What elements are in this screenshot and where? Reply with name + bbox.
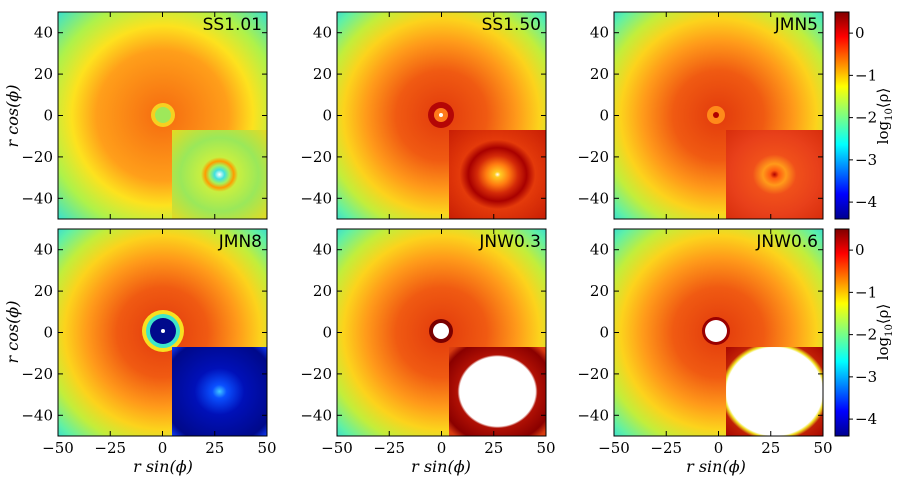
y-tick-label: −40 [21, 189, 53, 207]
y-tick-label: −40 [21, 406, 53, 424]
x-tick-label: 25 [761, 439, 780, 457]
x-tick-label: 0 [714, 439, 724, 457]
y-axis-label: r cos(ϕ) [3, 301, 22, 364]
core-inner [713, 112, 719, 118]
y-tick-label: 0 [322, 107, 332, 125]
y-tick-label: −40 [300, 406, 332, 424]
colorbar-tick-label: −3 [855, 368, 877, 386]
panel-label: SS1.01 [203, 15, 262, 35]
x-tick-label: −25 [94, 439, 126, 457]
y-tick-label: −40 [577, 406, 609, 424]
y-tick-label: 20 [34, 65, 53, 83]
colorbar-tick-label: 0 [855, 24, 865, 42]
x-tick-label: 25 [484, 439, 503, 457]
inset-zoom [726, 347, 823, 436]
panel-jmn8: JMN8 [57, 228, 268, 437]
y-tick-label: −40 [577, 189, 609, 207]
panel-jnw06: JNW0.6 [613, 228, 824, 437]
colorbar-tick-label: −2 [855, 109, 877, 127]
y-tick-label: 40 [313, 24, 332, 42]
x-tick-label: 25 [205, 439, 224, 457]
y-tick-label: 0 [43, 324, 53, 342]
x-tick-label: 0 [437, 439, 447, 457]
y-tick-label: 40 [590, 24, 609, 42]
y-tick-label: −20 [21, 148, 53, 166]
y-tick-label: 40 [590, 241, 609, 259]
x-axis-label: r sin(ϕ) [411, 457, 471, 476]
colorbar-gradient [834, 228, 850, 437]
y-axis-label: r cos(ϕ) [3, 85, 22, 148]
core-hole [433, 323, 449, 339]
y-tick-label: 20 [313, 282, 332, 300]
y-tick-label: −20 [300, 365, 332, 383]
colorbar-tick-label: −4 [855, 193, 877, 211]
inset-zoom [172, 130, 267, 219]
core-hole [705, 320, 727, 342]
x-tick-label: 50 [257, 439, 276, 457]
colorbar-tick-label: −2 [855, 326, 877, 344]
y-tick-label: −20 [577, 365, 609, 383]
y-tick-label: 20 [590, 65, 609, 83]
panel-label: SS1.50 [482, 15, 541, 35]
y-tick-label: −40 [300, 189, 332, 207]
x-tick-label: −50 [321, 439, 353, 457]
core-center [161, 329, 165, 333]
colorbar-gradient [834, 11, 850, 220]
y-tick-label: 40 [34, 24, 53, 42]
panel-jmn5: JMN5 [613, 11, 824, 220]
colorbar-tick-label: −1 [855, 66, 877, 84]
y-tick-label: 0 [599, 324, 609, 342]
panel-label: JNW0.6 [755, 232, 818, 252]
x-tick-label: 50 [536, 439, 555, 457]
panel-ss101: SS1.01 [57, 11, 268, 220]
y-tick-label: 20 [313, 65, 332, 83]
inset-zoom [449, 130, 546, 219]
panel-label: JMN8 [218, 232, 262, 252]
y-tick-label: 40 [313, 241, 332, 259]
colorbar-tick-label: −1 [855, 283, 877, 301]
y-tick-label: 0 [599, 107, 609, 125]
x-axis-label: r sin(ϕ) [133, 457, 193, 476]
panel-label: JNW0.3 [478, 232, 541, 252]
colorbar-label: log10⟨ρ⟩ [874, 88, 895, 145]
colorbar-tick-label: −4 [855, 410, 877, 428]
x-tick-label: 0 [158, 439, 168, 457]
tick-layer: 40200−20−4040200−20−4040200−20−4040200−2… [21, 12, 877, 457]
y-tick-label: −20 [300, 148, 332, 166]
y-tick-label: −20 [577, 148, 609, 166]
panel-jnw03: JNW0.3 [336, 228, 547, 437]
colorbar-top: log10⟨ρ⟩ [834, 11, 895, 220]
inset-zoom [172, 347, 267, 436]
y-tick-label: 20 [34, 282, 53, 300]
colorbar-tick-label: 0 [855, 241, 865, 259]
core-inner [155, 107, 171, 123]
x-tick-label: −25 [373, 439, 405, 457]
x-tick-label: −50 [42, 439, 74, 457]
y-tick-label: −20 [21, 365, 53, 383]
colorbar-label: log10⟨ρ⟩ [874, 304, 895, 361]
y-tick-label: 20 [590, 282, 609, 300]
colorbar-tick-label: −3 [855, 151, 877, 169]
x-axis-label: r sin(ϕ) [686, 457, 746, 476]
y-tick-label: 0 [43, 107, 53, 125]
inset-zoom [726, 130, 823, 219]
x-tick-label: 50 [813, 439, 832, 457]
inset-zoom [449, 347, 546, 436]
panel-ss150: SS1.50 [336, 11, 547, 220]
x-tick-label: −50 [598, 439, 630, 457]
core-center [439, 113, 443, 117]
y-tick-label: 0 [322, 324, 332, 342]
y-tick-label: 40 [34, 241, 53, 259]
panel-label: JMN5 [774, 15, 818, 35]
x-tick-label: −25 [650, 439, 682, 457]
colorbar-bottom: log10⟨ρ⟩ [834, 228, 895, 437]
